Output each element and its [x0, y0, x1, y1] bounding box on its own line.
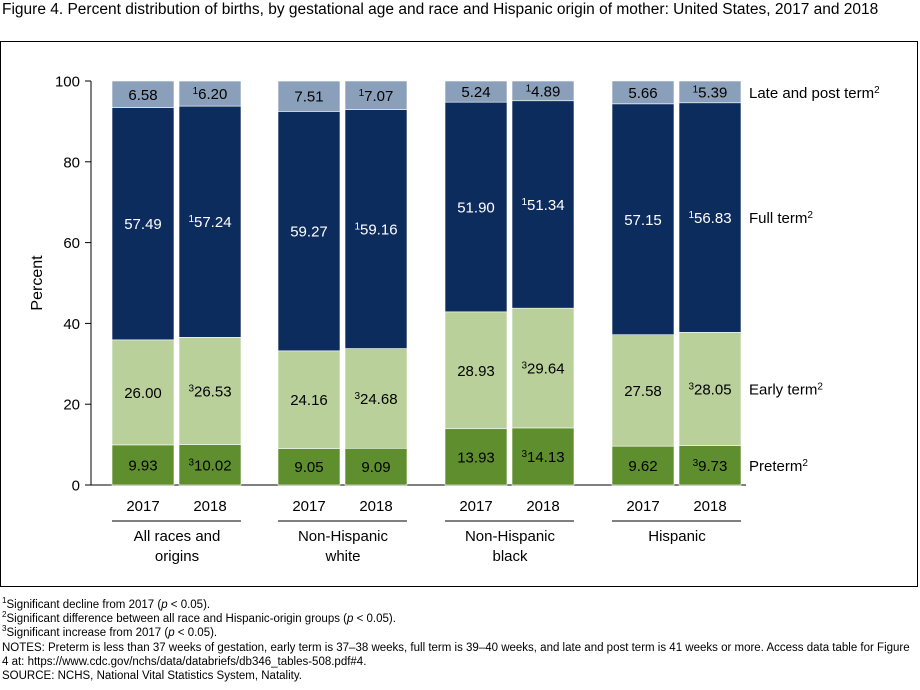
bar-segment — [111, 80, 175, 108]
bar-segment — [511, 427, 575, 486]
bar-value-label: 27.58 — [624, 383, 662, 400]
bar-segment — [277, 80, 341, 112]
bar-segment — [611, 445, 675, 486]
bar-value-label: 5.66 — [628, 85, 657, 102]
group-label: Hispanic — [648, 528, 706, 545]
bar-value-label: 16.20 — [193, 86, 228, 103]
bar-value-label: 328.05 — [688, 382, 731, 399]
bar-segment — [678, 332, 742, 446]
bar-value-label: 17.07 — [359, 88, 394, 105]
bar-segment — [444, 80, 508, 103]
y-tick-label: 60 — [63, 235, 80, 252]
bar-segment — [444, 428, 508, 486]
series-label: Preterm2 — [749, 458, 808, 475]
bar-value-label: 9.93 — [128, 457, 157, 474]
x-tick-label: 2017 — [126, 498, 159, 515]
y-axis-title: Percent — [29, 255, 46, 311]
bar-segment — [178, 80, 242, 107]
bar-segment — [277, 350, 341, 449]
stacked-bar-chart: 0 20 40 60 80 100 Percent 9.93 26.00 57.49 6.58 201… — [29, 74, 880, 566]
bar-segment — [511, 307, 575, 429]
bar-segment — [178, 337, 242, 445]
y-tick-label: 100 — [55, 74, 80, 91]
bar-value-label: 156.83 — [688, 210, 731, 227]
bar-value-label: 5.24 — [461, 84, 490, 101]
bar-value-label: 310.02 — [188, 457, 231, 474]
footnote: 2Significant difference between all race… — [2, 610, 396, 626]
bar-segment — [344, 109, 408, 349]
bar-value-label: 6.58 — [128, 87, 157, 104]
group-label: Non-Hispanic — [465, 528, 556, 545]
bar-value-label: 57.15 — [624, 212, 662, 229]
y-tick-label: 0 — [72, 478, 80, 495]
bar-value-label: 9.62 — [628, 458, 657, 475]
y-tick-label: 80 — [63, 154, 80, 171]
bar-value-label: 26.00 — [124, 385, 162, 402]
x-tick-label: 2018 — [693, 498, 726, 515]
bar-value-label: 7.51 — [294, 89, 323, 106]
bar-segment — [444, 311, 508, 430]
group-label: All races and — [134, 528, 221, 545]
footnote: 1Significant decline from 2017 (p < 0.05… — [2, 596, 211, 611]
bar-segment — [444, 101, 508, 313]
bar-value-label: 314.13 — [521, 449, 564, 466]
y-tick-label: 20 — [63, 397, 80, 414]
bar-value-label: 324.68 — [354, 391, 397, 408]
bar-segment — [344, 348, 408, 449]
bar-value-label: 151.34 — [521, 197, 564, 214]
series-label: Late and post term2 — [749, 85, 880, 102]
group-label: white — [324, 548, 360, 565]
footnote: NOTES: Preterm is less than 37 weeks of … — [2, 641, 910, 668]
series-label: Early term2 — [749, 382, 823, 399]
bar-value-label: 51.90 — [457, 200, 495, 217]
bar-value-label: 59.27 — [290, 224, 328, 241]
bar-value-label: 15.39 — [693, 84, 728, 101]
x-tick-label: 2017 — [626, 498, 659, 515]
footnote: 3Significant increase from 2017 (p < 0.0… — [2, 624, 218, 640]
x-tick-label: 2018 — [526, 498, 559, 515]
series-label: Full term2 — [749, 210, 813, 227]
bar-segment — [277, 448, 341, 486]
figure-title: Figure 4. Percent distribution of births… — [2, 1, 879, 18]
bar-value-label: 326.53 — [188, 383, 231, 400]
x-tick-label: 2017 — [459, 498, 492, 515]
bar-segment — [611, 334, 675, 447]
footnotes: 1Significant decline from 2017 (p < 0.05… — [2, 596, 918, 683]
group-label: black — [492, 548, 528, 565]
bar-segment — [111, 444, 175, 486]
bar-segment — [111, 107, 175, 341]
bar-value-label: 57.49 — [124, 216, 162, 233]
bar-value-label: 9.09 — [361, 459, 390, 476]
group-label: Non-Hispanic — [298, 528, 389, 545]
footnote: SOURCE: NCHS, National Vital Statistics … — [2, 670, 302, 683]
bar-segment — [678, 80, 742, 104]
x-tick-label: 2017 — [292, 498, 325, 515]
bar-segment — [611, 80, 675, 105]
y-tick-label: 40 — [63, 316, 80, 333]
bar-segment — [277, 111, 341, 352]
bar-value-label: 28.93 — [457, 363, 495, 380]
bar-value-label: 14.89 — [526, 83, 561, 100]
bar-segment — [511, 80, 575, 102]
bar-segment — [511, 100, 575, 309]
x-tick-label: 2018 — [193, 498, 226, 515]
bar-segment — [344, 447, 408, 486]
group-label: origins — [155, 548, 199, 565]
bar-segment — [344, 80, 408, 110]
x-tick-label: 2018 — [359, 498, 392, 515]
bar-value-label: 13.93 — [457, 449, 495, 466]
chart-frame: 0 20 40 60 80 100 Percent 9.93 26.00 57.49 6.58 201… — [0, 41, 918, 587]
bar-segment — [611, 103, 675, 336]
bar-value-label: 329.64 — [521, 361, 564, 378]
bar-segment — [111, 339, 175, 446]
bar-value-label: 24.16 — [290, 392, 328, 409]
bar-value-label: 39.73 — [693, 458, 728, 475]
bar-value-label: 157.24 — [188, 214, 231, 231]
bar-segment — [178, 444, 242, 486]
bar-value-label: 159.16 — [354, 222, 397, 239]
bar-value-label: 9.05 — [294, 459, 323, 476]
